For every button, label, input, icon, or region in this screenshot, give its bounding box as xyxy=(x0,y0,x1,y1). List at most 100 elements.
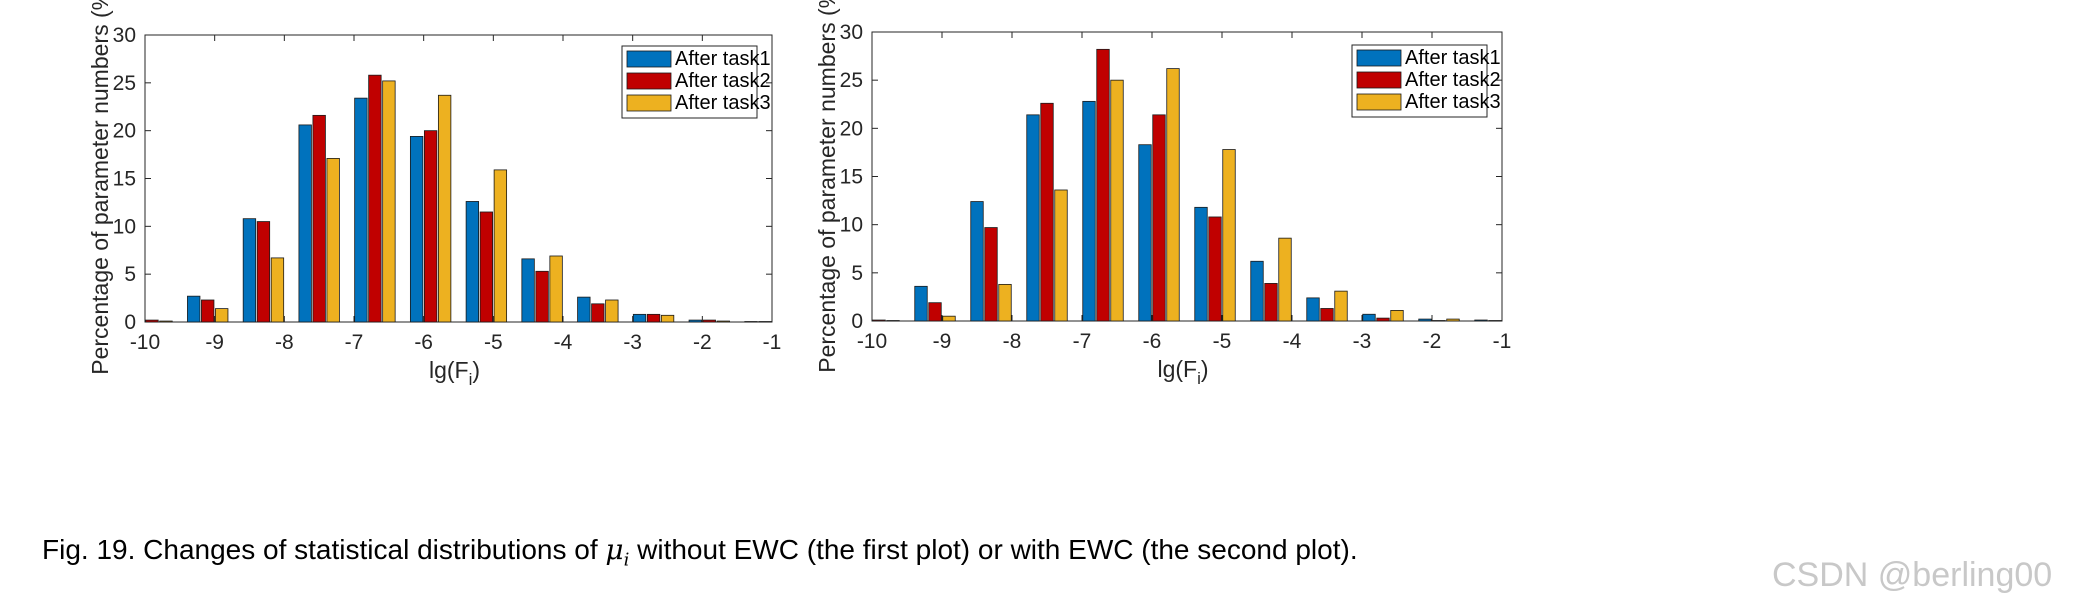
bar xyxy=(1250,260,1264,322)
y-tick-label: 20 xyxy=(840,117,863,140)
x-tick-label: -8 xyxy=(1003,330,1022,353)
x-tick-label: -7 xyxy=(1073,330,1092,353)
y-tick-label: 20 xyxy=(113,120,136,143)
bar xyxy=(1390,310,1404,322)
x-tick-label: -5 xyxy=(484,331,503,354)
bar xyxy=(660,314,675,323)
bar xyxy=(1334,290,1348,322)
bar xyxy=(928,302,942,322)
y-tick-label: 15 xyxy=(113,168,136,191)
bar xyxy=(1278,237,1292,322)
x-tick-label: -4 xyxy=(1283,330,1302,353)
bar xyxy=(1194,206,1208,322)
bar xyxy=(998,283,1012,322)
legend-label: After task2 xyxy=(1405,69,1501,91)
bar xyxy=(215,308,229,323)
bar xyxy=(354,97,368,323)
bar xyxy=(159,320,173,323)
legend-swatch xyxy=(626,72,672,90)
bar xyxy=(479,211,494,323)
bar xyxy=(632,313,647,323)
y-tick-label: 0 xyxy=(124,311,136,334)
x-tick-label: -1 xyxy=(1493,330,1512,353)
bar xyxy=(493,169,508,323)
caption-prefix: Fig. 19. Changes of statistical distribu… xyxy=(42,534,606,565)
y-tick-label: 10 xyxy=(113,215,136,238)
bar xyxy=(242,218,257,323)
bar xyxy=(437,94,452,323)
x-tick-label: -7 xyxy=(345,331,364,354)
legend-swatch xyxy=(1356,93,1402,111)
x-tick-label: -4 xyxy=(554,331,573,354)
x-tick-label: -6 xyxy=(1143,330,1162,353)
y-tick-label: 0 xyxy=(851,310,863,333)
caption-symbol: μi xyxy=(605,533,630,571)
legend-label: After task3 xyxy=(675,92,771,114)
bar xyxy=(872,319,886,322)
bar xyxy=(145,319,159,323)
x-tick-label: -9 xyxy=(933,330,952,353)
bar xyxy=(744,321,758,323)
y-axis-label: Percentage of parameter numbers (%) xyxy=(87,0,113,375)
histogram-without-ewc: 0 5 10 15 20 25 30 -10 -9 -8 -7 -6 -5 -4 -3 -2 -1 Percent… xyxy=(87,0,781,389)
bar xyxy=(1110,79,1124,322)
y-tick-label: 30 xyxy=(840,21,863,44)
bar xyxy=(549,255,563,323)
bar xyxy=(1474,319,1488,322)
x-tick-label: -2 xyxy=(1423,330,1442,353)
bar xyxy=(409,136,424,323)
x-axis-label: lg(Fi) xyxy=(429,357,480,389)
x-tick-label: -2 xyxy=(693,331,712,354)
bar xyxy=(577,296,591,323)
y-tick-label: 25 xyxy=(113,72,136,95)
bar xyxy=(758,321,772,323)
histogram-with-ewc: 0 5 10 15 20 25 30 -10 -9 -8 -7 -6 -5 -4 -3 -2 -1 Percent… xyxy=(814,0,1511,388)
x-tick-label: -5 xyxy=(1213,330,1232,353)
bar xyxy=(368,74,382,323)
y-axis-label: Percentage of parameter numbers (%) xyxy=(814,0,840,373)
y-tick-label: 15 xyxy=(840,166,863,189)
bar xyxy=(1306,297,1320,322)
y-tick-label: 10 xyxy=(840,214,863,237)
bar xyxy=(535,270,549,323)
bar xyxy=(1054,189,1068,322)
legend-label: After task1 xyxy=(675,48,771,70)
y-tick-label: 25 xyxy=(840,69,863,92)
bar xyxy=(1138,144,1152,322)
bar xyxy=(298,124,312,323)
legend-swatch xyxy=(1356,71,1402,89)
bar xyxy=(1096,48,1110,322)
y-tick-label: 30 xyxy=(113,24,136,47)
y-tick-label: 5 xyxy=(124,263,136,286)
bar xyxy=(942,315,956,322)
legend-label: After task2 xyxy=(675,70,771,92)
bar xyxy=(1208,216,1222,322)
watermark: CSDN @berling00 xyxy=(1772,556,2053,594)
bar xyxy=(1488,320,1502,322)
bar xyxy=(914,285,928,322)
bar xyxy=(312,114,326,323)
bar xyxy=(886,320,900,322)
x-tick-label: -8 xyxy=(275,331,294,354)
bar xyxy=(465,201,480,323)
legend-swatch xyxy=(626,94,672,112)
bar xyxy=(970,201,984,322)
bar xyxy=(1166,68,1180,322)
bar xyxy=(187,295,201,323)
bar xyxy=(1418,318,1432,322)
legend-label: After task3 xyxy=(1405,91,1501,113)
x-tick-label: -10 xyxy=(130,331,160,354)
caption-suffix: without EWC (the first plot) or with EWC… xyxy=(629,534,1358,565)
bar xyxy=(270,257,285,323)
bar xyxy=(326,158,340,323)
bar xyxy=(1264,283,1278,322)
bar xyxy=(1026,114,1040,322)
bar xyxy=(1446,318,1460,322)
x-tick-label: -3 xyxy=(623,331,642,354)
bar xyxy=(1362,313,1376,322)
x-tick-label: -10 xyxy=(857,330,887,353)
bar xyxy=(591,303,605,323)
